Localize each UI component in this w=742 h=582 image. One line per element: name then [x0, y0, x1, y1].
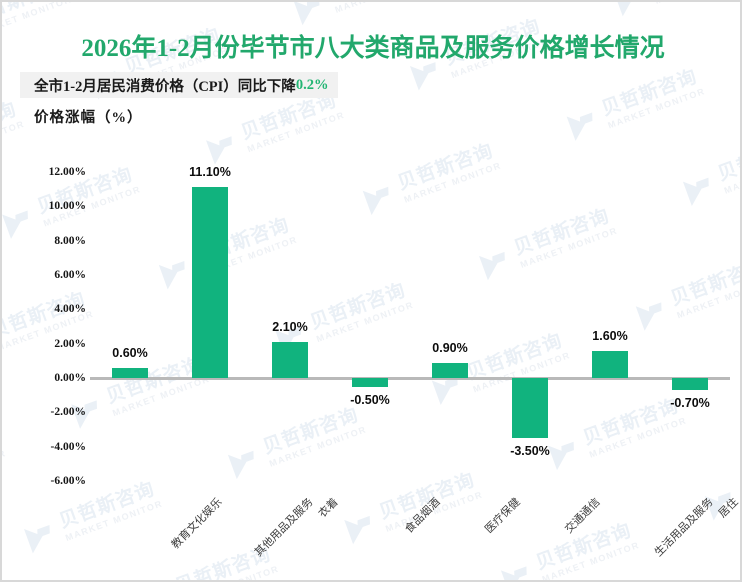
bar[interactable]	[512, 378, 548, 439]
bar[interactable]	[672, 378, 708, 391]
subtitle-text: 全市1-2月居民消费价格（CPI）同比下降	[34, 78, 296, 95]
subtitle-strip: 全市1-2月居民消费价格（CPI）同比下降 0.2%	[20, 72, 339, 98]
y-axis-tick-label: -4.00%	[50, 440, 86, 453]
bar[interactable]	[352, 378, 388, 387]
y-axis-tick-label: 2.00%	[54, 337, 86, 350]
bar-value-label: 0.90%	[432, 340, 468, 355]
y-axis-tick-label: 0.00%	[54, 372, 86, 384]
x-axis-category-label: 交通通信	[563, 496, 603, 536]
y-axis-tick-label: 8.00%	[54, 234, 86, 247]
x-axis-category-label: 医疗保健	[483, 496, 523, 536]
x-axis-category-label: 教育文化娱乐	[169, 496, 225, 552]
bar[interactable]	[112, 367, 148, 378]
bar-value-label: -3.50%	[510, 444, 550, 459]
bar[interactable]	[272, 341, 308, 378]
y-axis-tick-label: -6.00%	[50, 475, 86, 487]
y-axis-tick-label: 12.00%	[48, 166, 86, 178]
bar-value-label: 2.10%	[272, 319, 308, 334]
x-axis-category-label: 衣着	[316, 496, 341, 521]
bar-value-label: -0.70%	[670, 396, 710, 411]
page-title: 2026年1-2月份毕节市八大类商品及服务价格增长情况	[81, 35, 665, 62]
y-axis-tick-label: -2.00%	[50, 406, 86, 419]
bar[interactable]	[592, 350, 628, 378]
bar[interactable]	[192, 187, 228, 378]
bar-value-label: 11.10%	[189, 165, 231, 180]
x-axis-category-label: 其他用品及服务	[252, 496, 316, 560]
y-axis-tick-label: 10.00%	[48, 200, 86, 213]
y-axis-tick-label: 4.00%	[54, 303, 86, 316]
bar-value-label: 1.60%	[592, 328, 628, 343]
x-axis-category-label: 食品烟酒	[403, 496, 443, 536]
subtitle-value: 0.2%	[295, 76, 329, 93]
y-axis-tick-label: 6.00%	[54, 269, 86, 281]
bar-value-label: -0.50%	[350, 392, 390, 407]
bar[interactable]	[432, 362, 468, 378]
zero-baseline	[90, 377, 730, 380]
x-axis-category-label: 生活用品及服务	[652, 496, 716, 560]
bar-value-label: 0.60%	[112, 345, 148, 360]
y-axis-unit-label: 价格涨幅（%）	[34, 110, 143, 126]
x-axis-category-label: 居住	[716, 496, 741, 521]
